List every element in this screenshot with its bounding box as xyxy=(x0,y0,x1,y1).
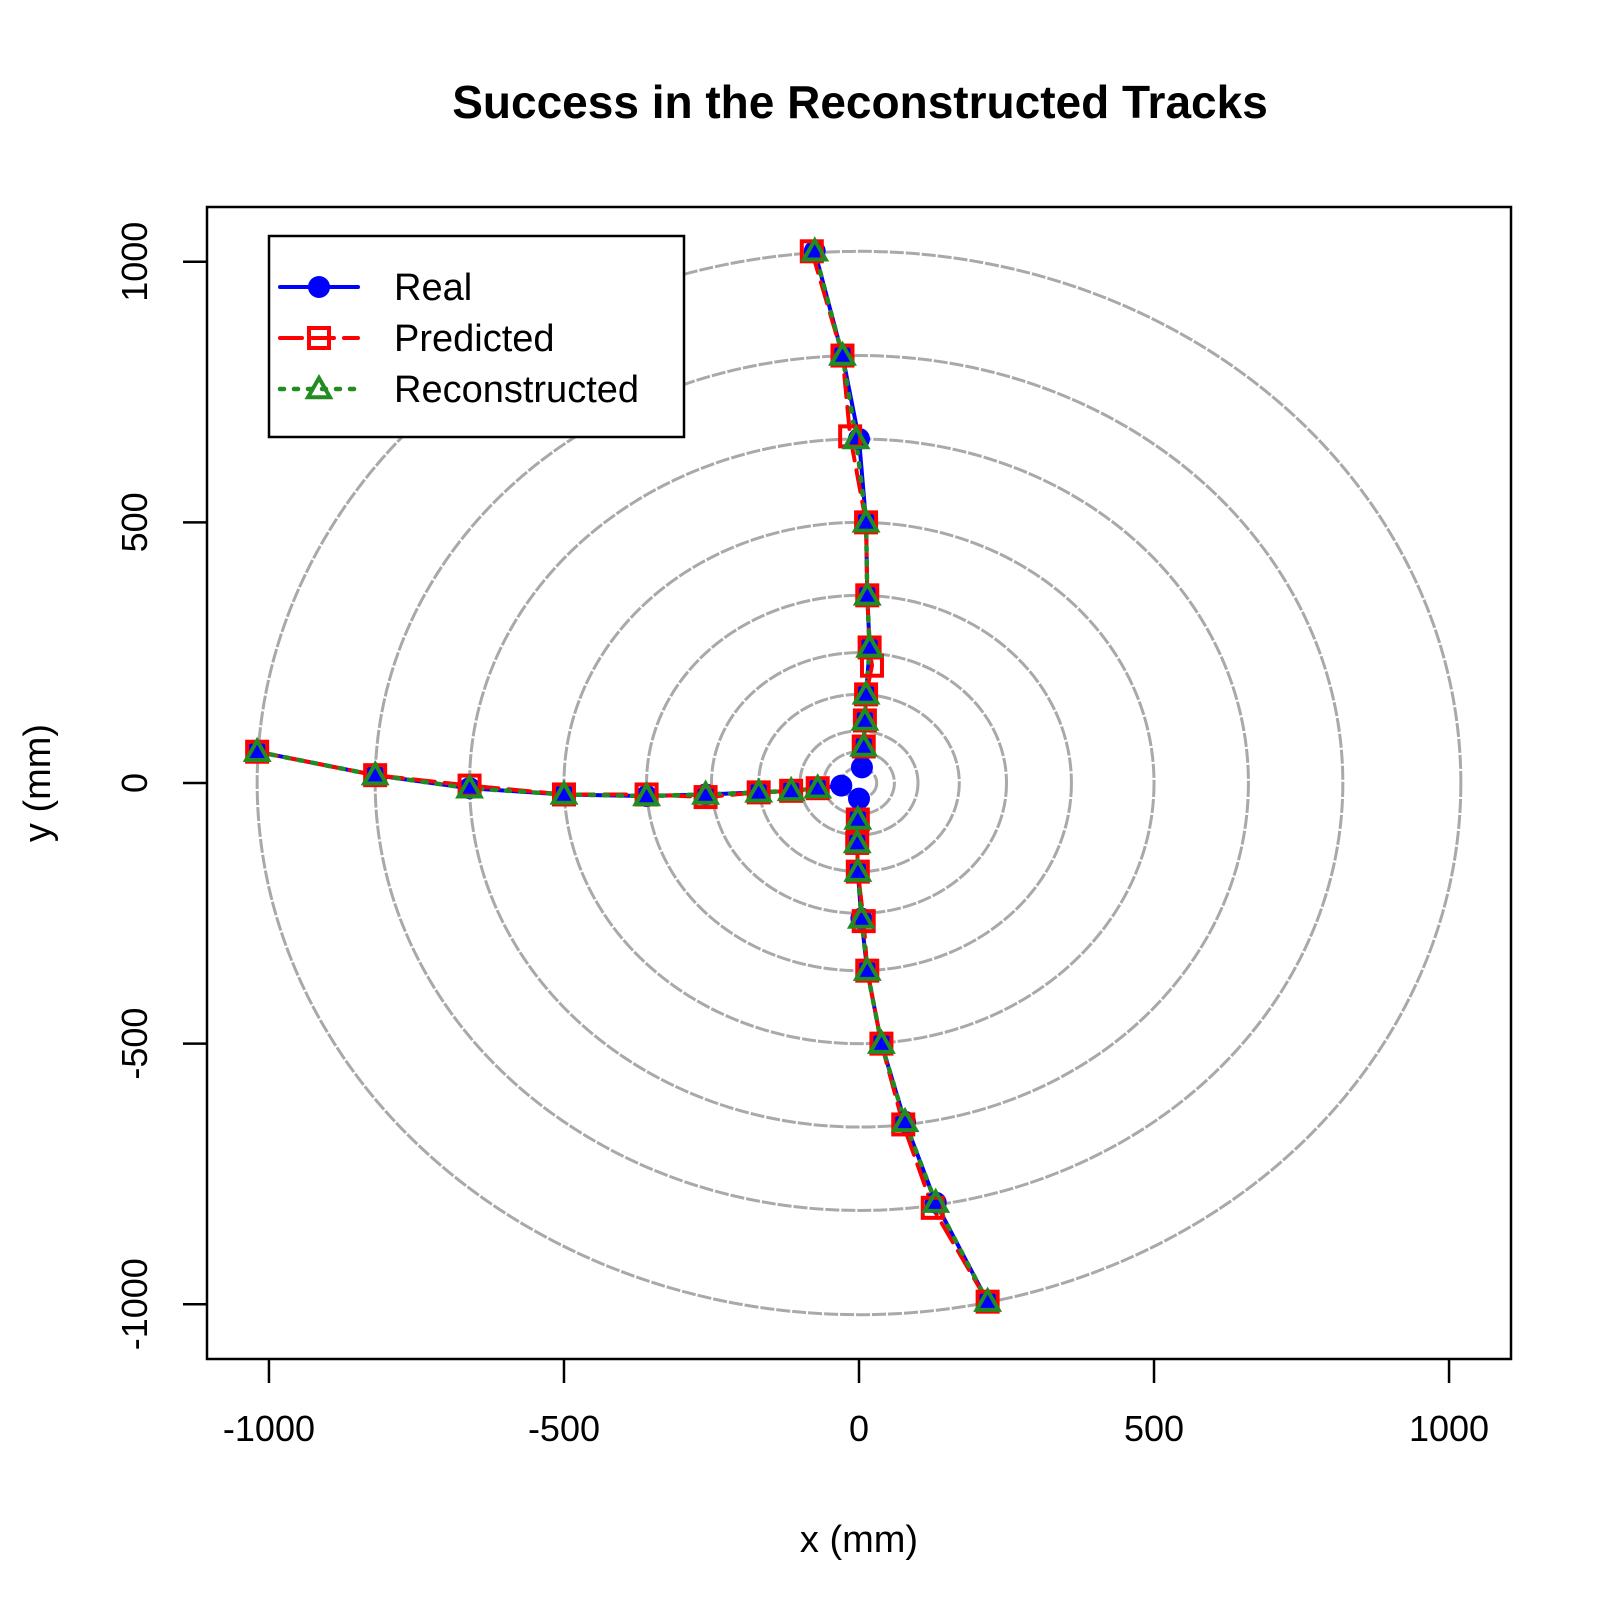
reconstructed-point xyxy=(304,373,334,400)
legend-box xyxy=(267,234,686,439)
detector-ring xyxy=(468,437,1250,1129)
y-tick-label: -500 xyxy=(114,1008,155,1080)
reconstructed-point xyxy=(842,827,872,854)
reconstructed-point xyxy=(851,679,881,705)
reconstructed-point xyxy=(803,773,833,799)
reconstructed-point xyxy=(549,779,579,805)
predicted-point xyxy=(307,326,331,350)
y-axis: -1000 -500 0 500 1000 xyxy=(114,222,207,1350)
real-point xyxy=(853,709,876,732)
reconstructed-point xyxy=(360,760,390,786)
y-axis-label: y (mm) xyxy=(17,724,59,842)
predicted-track-line xyxy=(855,817,990,1304)
reconstructed-point xyxy=(973,1286,1003,1312)
real-point xyxy=(635,785,658,808)
legend-label-predicted: Predicted xyxy=(394,318,555,360)
real-point xyxy=(852,735,875,758)
x-tick-label: 1000 xyxy=(1409,1408,1489,1449)
reconstructed-point xyxy=(828,340,857,366)
reconstructed-point xyxy=(866,1028,896,1054)
real-point xyxy=(806,777,829,800)
real-point xyxy=(846,831,869,854)
y-tick-label: -1000 xyxy=(114,1258,155,1350)
x-tick-label: 0 xyxy=(849,1408,869,1449)
real-point xyxy=(780,779,803,802)
reconstructed-track-line xyxy=(854,817,990,1304)
reconstructed-point xyxy=(855,632,885,658)
reconstructed-point xyxy=(890,1106,920,1133)
reconstructed-point xyxy=(841,423,871,450)
reconstructed-track-line xyxy=(254,749,820,799)
reconstructed-point xyxy=(850,705,880,731)
reconstructed-point xyxy=(846,903,876,929)
real-point xyxy=(308,276,330,298)
real-point xyxy=(364,764,387,787)
real-point xyxy=(846,860,869,883)
legend-label-reconstructed: Reconstructed xyxy=(394,369,639,411)
reconstructed-point xyxy=(851,507,881,533)
real-point xyxy=(846,808,869,831)
real-point xyxy=(870,1032,893,1055)
real-point xyxy=(747,781,770,804)
reconstructed-point xyxy=(849,731,879,757)
real-point xyxy=(855,511,878,534)
reconstructed-point xyxy=(921,1187,951,1213)
x-axis-label: x (mm) xyxy=(800,1519,918,1561)
real-point xyxy=(850,756,873,779)
y-tick-label: 500 xyxy=(114,492,155,552)
detector-ring xyxy=(255,249,1463,1317)
real-point xyxy=(855,683,878,706)
x-axis: -1000 -500 0 500 1000 xyxy=(223,1359,1489,1449)
chart-title: Success in the Reconstructed Tracks xyxy=(452,76,1268,128)
markers-layer xyxy=(242,236,1003,1314)
y-tick-label: 1000 xyxy=(114,222,155,302)
y-tick-label: 0 xyxy=(114,773,155,793)
real-point xyxy=(831,344,854,367)
reconstructed-point xyxy=(744,777,774,803)
real-point xyxy=(976,1290,999,1313)
legend-label-real: Real xyxy=(394,267,472,309)
reconstructed-point xyxy=(691,779,721,805)
x-tick-label: 500 xyxy=(1124,1408,1184,1449)
reconstructed-point xyxy=(852,955,882,981)
real-point xyxy=(856,584,879,607)
reconstructed-point xyxy=(843,856,873,882)
predicted-track-line xyxy=(255,749,820,800)
reconstructed-point xyxy=(843,804,873,830)
reconstructed-point xyxy=(800,236,830,262)
reconstructed-point xyxy=(455,773,485,799)
reconstructed-point xyxy=(776,775,806,802)
real-point xyxy=(848,787,870,810)
reconstructed-point xyxy=(852,580,882,606)
reconstructed-point xyxy=(632,781,662,807)
x-tick-label: -500 xyxy=(528,1408,600,1449)
real-point xyxy=(246,740,269,763)
reconstructed-track-line xyxy=(812,249,872,749)
real-point xyxy=(858,636,881,659)
legend: Real Predicted Reconstructed xyxy=(267,234,686,439)
real-point xyxy=(856,959,879,982)
x-tick-label: -1000 xyxy=(223,1408,315,1449)
real-point xyxy=(552,783,575,806)
reconstructed-point xyxy=(242,736,272,762)
real-point xyxy=(830,774,853,797)
